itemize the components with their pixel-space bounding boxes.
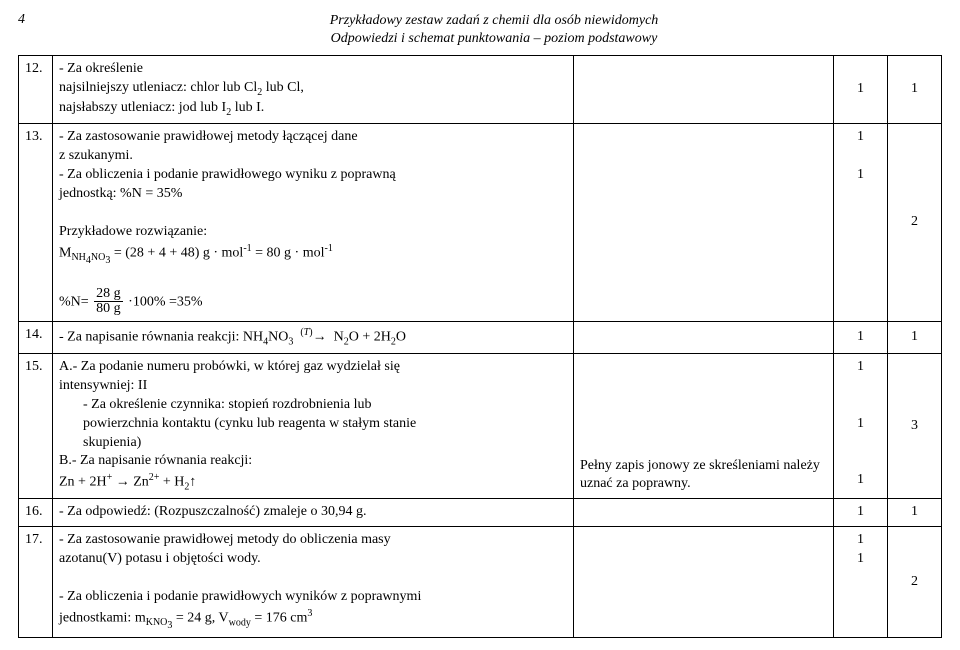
row-note bbox=[574, 527, 834, 638]
row-note bbox=[574, 322, 834, 354]
row-total: 1 bbox=[888, 56, 942, 124]
row-content: - Za zastosowanie prawidłowej metody łąc… bbox=[53, 124, 574, 322]
row-number: 16. bbox=[19, 499, 53, 527]
page-header: 4 Przykładowy zestaw zadań z chemii dla … bbox=[18, 12, 942, 47]
row-note bbox=[574, 499, 834, 527]
title-line-2: Odpowiedzi i schemat punktowania – pozio… bbox=[331, 31, 658, 46]
row-content: A.- Za podanie numeru probówki, w której… bbox=[53, 354, 574, 499]
table-row: 13.- Za zastosowanie prawidłowej metody … bbox=[19, 124, 942, 322]
row-note: Pełny zapis jonowy ze skreśleniami należ… bbox=[574, 354, 834, 499]
table-row: 16.- Za odpowiedź: (Rozpuszczalność) zma… bbox=[19, 499, 942, 527]
row-number: 17. bbox=[19, 527, 53, 638]
table-row: 14.- Za napisanie równania reakcji: NH4N… bbox=[19, 322, 942, 354]
row-note bbox=[574, 56, 834, 124]
row-points: 111 bbox=[834, 354, 888, 499]
table-row: 15.A.- Za podanie numeru probówki, w któ… bbox=[19, 354, 942, 499]
row-points: 1 bbox=[834, 322, 888, 354]
row-total: 2 bbox=[888, 124, 942, 322]
row-number: 12. bbox=[19, 56, 53, 124]
row-total: 1 bbox=[888, 322, 942, 354]
row-points: 11 bbox=[834, 527, 888, 638]
row-total: 3 bbox=[888, 354, 942, 499]
table-row: 17.- Za zastosowanie prawidłowej metody … bbox=[19, 527, 942, 638]
row-total: 2 bbox=[888, 527, 942, 638]
row-number: 15. bbox=[19, 354, 53, 499]
row-points: 1 bbox=[834, 499, 888, 527]
answers-table: 12.- Za określenienajsilniejszy utleniac… bbox=[18, 55, 942, 638]
table-row: 12.- Za określenienajsilniejszy utleniac… bbox=[19, 56, 942, 124]
page-number: 4 bbox=[18, 12, 46, 28]
row-content: - Za odpowiedź: (Rozpuszczalność) zmalej… bbox=[53, 499, 574, 527]
row-content: - Za napisanie równania reakcji: NH4NO3 … bbox=[53, 322, 574, 354]
row-content: - Za zastosowanie prawidłowej metody do … bbox=[53, 527, 574, 638]
row-content: - Za określenienajsilniejszy utleniacz: … bbox=[53, 56, 574, 124]
header-title: Przykładowy zestaw zadań z chemii dla os… bbox=[46, 12, 942, 47]
row-number: 13. bbox=[19, 124, 53, 322]
row-note bbox=[574, 124, 834, 322]
row-points: 1 bbox=[834, 56, 888, 124]
row-total: 1 bbox=[888, 499, 942, 527]
row-number: 14. bbox=[19, 322, 53, 354]
row-points: 11 bbox=[834, 124, 888, 322]
title-line-1: Przykładowy zestaw zadań z chemii dla os… bbox=[330, 13, 659, 28]
